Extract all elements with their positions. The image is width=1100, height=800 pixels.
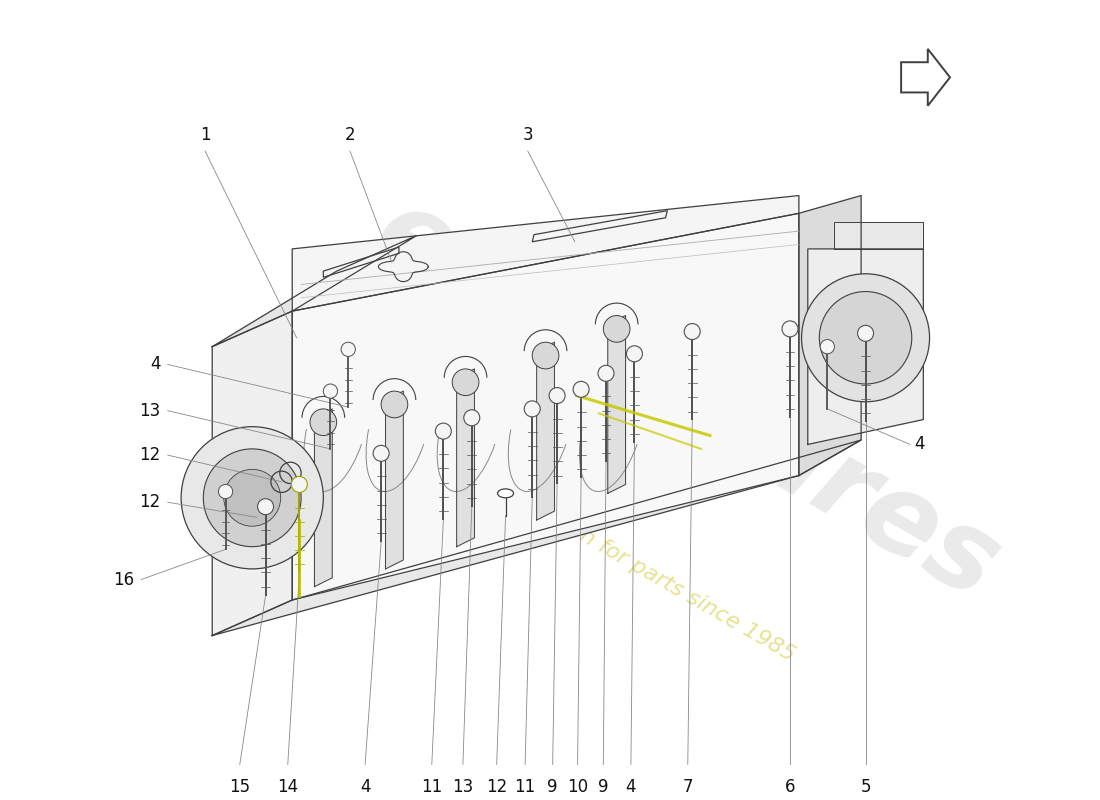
Text: 11: 11 — [421, 778, 442, 796]
Text: 12: 12 — [140, 494, 161, 511]
Text: 2: 2 — [344, 126, 355, 144]
Circle shape — [381, 391, 408, 418]
Polygon shape — [293, 214, 799, 600]
Text: 4: 4 — [151, 355, 161, 374]
Circle shape — [626, 346, 642, 362]
Polygon shape — [537, 342, 554, 520]
Polygon shape — [293, 195, 799, 311]
Text: 5: 5 — [860, 778, 871, 796]
Circle shape — [532, 342, 559, 369]
Polygon shape — [799, 195, 861, 475]
Text: 4: 4 — [360, 778, 371, 796]
Text: 12: 12 — [486, 778, 507, 796]
Text: 7: 7 — [682, 778, 693, 796]
Text: 9: 9 — [598, 778, 608, 796]
Circle shape — [373, 446, 389, 462]
Circle shape — [525, 401, 540, 417]
Polygon shape — [456, 369, 474, 546]
Circle shape — [223, 470, 280, 526]
Text: 16: 16 — [113, 570, 134, 589]
Circle shape — [598, 366, 614, 382]
Circle shape — [341, 342, 355, 357]
Polygon shape — [386, 391, 404, 569]
Text: 11: 11 — [515, 778, 536, 796]
Circle shape — [452, 369, 478, 395]
Circle shape — [204, 449, 301, 546]
Circle shape — [464, 410, 480, 426]
Text: a passion for parts since 1985: a passion for parts since 1985 — [497, 479, 799, 665]
Text: 9: 9 — [548, 778, 558, 796]
Circle shape — [802, 274, 930, 402]
Text: eurospares: eurospares — [356, 178, 1018, 622]
Circle shape — [684, 323, 701, 339]
Circle shape — [821, 339, 835, 354]
Circle shape — [782, 321, 797, 337]
Circle shape — [219, 485, 233, 498]
Circle shape — [257, 498, 274, 514]
Polygon shape — [212, 311, 293, 635]
Polygon shape — [212, 440, 861, 635]
Polygon shape — [608, 315, 626, 494]
Text: 6: 6 — [784, 778, 795, 796]
Text: 10: 10 — [566, 778, 588, 796]
Circle shape — [549, 387, 565, 403]
Text: 15: 15 — [229, 778, 251, 796]
Polygon shape — [212, 235, 417, 346]
Text: 4: 4 — [626, 778, 636, 796]
Circle shape — [820, 291, 912, 384]
Polygon shape — [315, 409, 332, 586]
Circle shape — [292, 477, 307, 493]
Text: 3: 3 — [522, 126, 534, 144]
Text: 14: 14 — [277, 778, 298, 796]
Circle shape — [310, 409, 337, 435]
Circle shape — [436, 423, 451, 439]
Circle shape — [182, 426, 323, 569]
Text: 1: 1 — [200, 126, 210, 144]
Polygon shape — [807, 249, 923, 445]
Text: 12: 12 — [140, 446, 161, 464]
Text: 13: 13 — [140, 402, 161, 420]
Text: 4: 4 — [914, 435, 925, 454]
Ellipse shape — [497, 489, 514, 498]
Circle shape — [858, 326, 873, 342]
Circle shape — [573, 382, 590, 398]
Polygon shape — [835, 222, 923, 249]
Circle shape — [603, 315, 630, 342]
Circle shape — [323, 384, 338, 398]
Text: 13: 13 — [452, 778, 473, 796]
